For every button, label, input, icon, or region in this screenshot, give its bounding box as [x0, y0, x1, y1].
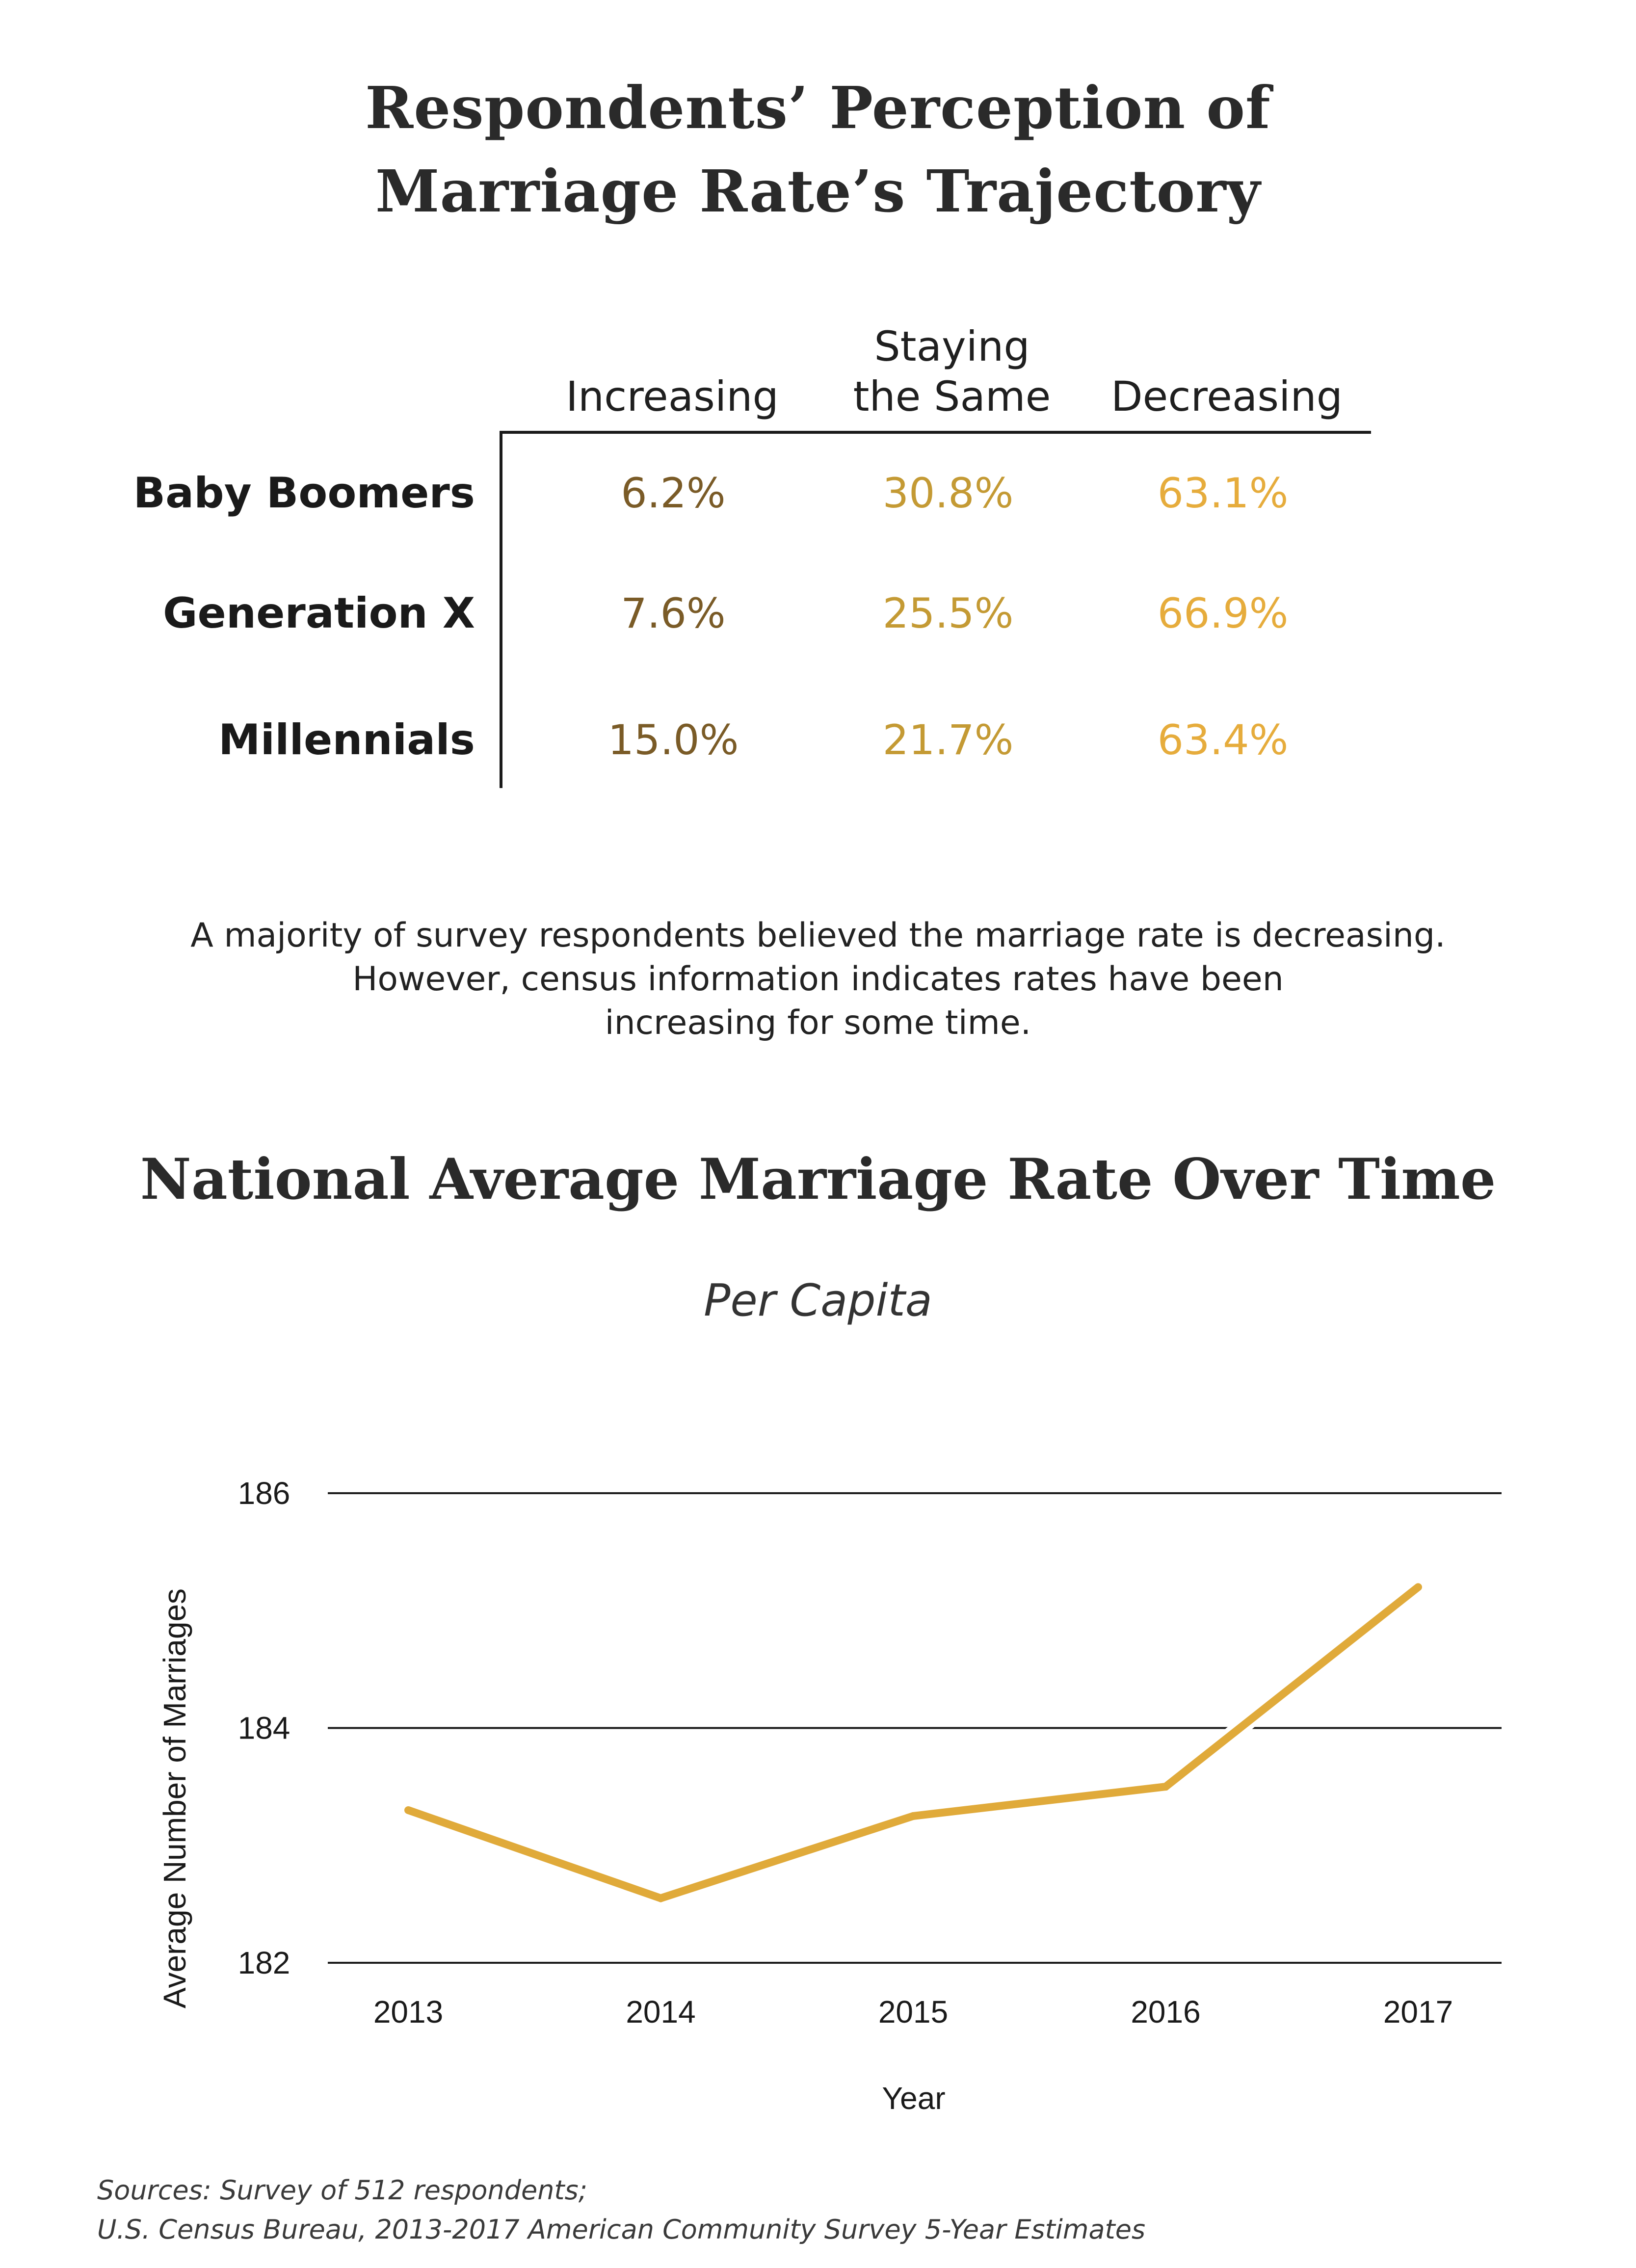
data-point-2017	[1414, 1583, 1422, 1591]
row-label-millennials: Millennials	[218, 715, 475, 765]
cell-baby-boomers-decreasing: 63.1%	[1157, 469, 1289, 517]
column-header-decreasing: Decreasing	[1110, 372, 1343, 421]
table-header-rule	[500, 431, 1371, 434]
cell-millennials-same: 21.7%	[882, 716, 1014, 764]
column-header-staying-same-line2: the Same	[853, 372, 1051, 421]
summary-line3: increasing for some time.	[605, 1003, 1031, 1042]
x-tick-label-2014: 2014	[626, 1994, 695, 2030]
x-axis-label: Year	[882, 2081, 945, 2116]
summary-text: A majority of survey respondents believe…	[0, 914, 1636, 1045]
column-header-staying-same-line1: Staying	[874, 322, 1030, 370]
x-tick-label-2016: 2016	[1131, 1994, 1200, 2030]
data-point-2014	[657, 1894, 665, 1902]
data-point-2015	[909, 1812, 917, 1820]
y-tick-label-184: 184	[238, 1711, 290, 1746]
table-row-rule	[500, 431, 502, 788]
cell-baby-boomers-same: 30.8%	[882, 469, 1014, 517]
column-header-staying-same: Staying the Same	[815, 321, 1089, 422]
cell-generation-x-same: 25.5%	[882, 589, 1014, 637]
series-line-halo	[405, 1581, 1424, 1907]
summary-line2: However, census information indicates ra…	[352, 960, 1284, 999]
data-point-2016	[1161, 1783, 1170, 1791]
x-tick-label-2013: 2013	[373, 1994, 443, 2030]
sources-line2: U.S. Census Bureau, 2013-2017 American C…	[97, 2214, 1146, 2245]
chart-subtitle: Per Capita	[704, 1275, 932, 1326]
y-tick-label-186: 186	[238, 1476, 290, 1511]
x-tick-label-2015: 2015	[878, 1994, 948, 2030]
column-header-increasing: Increasing	[566, 372, 779, 421]
cell-millennials-increasing: 15.0%	[607, 716, 739, 764]
cell-millennials-decreasing: 63.4%	[1157, 716, 1289, 764]
x-tick-label-2017: 2017	[1383, 1994, 1453, 2030]
row-label-generation-x: Generation X	[162, 589, 475, 638]
survey-title: Respondents’ Perception of Marriage Rate…	[0, 66, 1636, 233]
sources-line1: Sources: Survey of 512 respondents;	[97, 2175, 587, 2206]
chart-title: National Average Marriage Rate Over Time	[140, 1146, 1496, 1212]
sources: Sources: Survey of 512 respondents; U.S.…	[97, 2171, 1145, 2249]
summary-line1: A majority of survey respondents believe…	[190, 916, 1446, 955]
row-label-baby-boomers: Baby Boomers	[133, 469, 475, 518]
cell-baby-boomers-increasing: 6.2%	[621, 469, 726, 517]
survey-title-line1: Respondents’ Perception of	[365, 74, 1271, 142]
survey-title-line2: Marriage Rate’s Trajectory	[375, 157, 1261, 225]
cell-generation-x-decreasing: 66.9%	[1157, 589, 1289, 637]
y-tick-label-182: 182	[238, 1945, 290, 1980]
y-axis-label: Average Number of Marriages	[157, 1588, 192, 2008]
series-line	[407, 1584, 1421, 1902]
data-point-2013	[404, 1806, 412, 1814]
cell-generation-x-increasing: 7.6%	[621, 589, 726, 637]
